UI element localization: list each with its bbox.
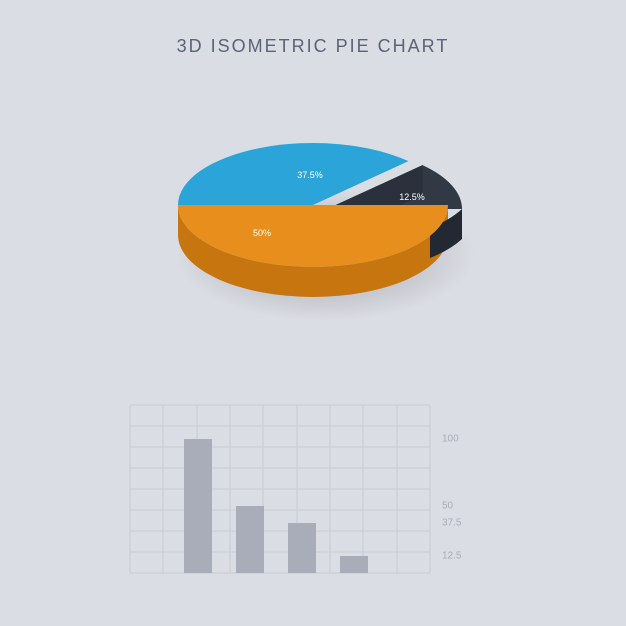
ytick-37: 37.5: [442, 518, 462, 529]
page: 3D ISOMETRIC PIE CHART: [0, 0, 626, 626]
pie-label-dark: 12.5%: [399, 192, 425, 202]
pie-label-blue: 37.5%: [297, 170, 323, 180]
bar-chart: 100 50 37.5 12.5: [120, 395, 506, 585]
bar-1: [236, 506, 264, 573]
bar-3: [340, 556, 368, 573]
bars: [184, 439, 368, 573]
ytick-50: 50: [442, 501, 454, 512]
pie-chart: 37.5% 12.5% 50%: [0, 90, 626, 350]
page-title: 3D ISOMETRIC PIE CHART: [0, 36, 626, 57]
ytick-100: 100: [442, 434, 459, 445]
ytick-12: 12.5: [442, 551, 462, 562]
bar-0: [184, 439, 212, 573]
bar-grid: [130, 405, 430, 573]
pie-label-orange: 50%: [253, 228, 271, 238]
bar-2: [288, 523, 316, 573]
